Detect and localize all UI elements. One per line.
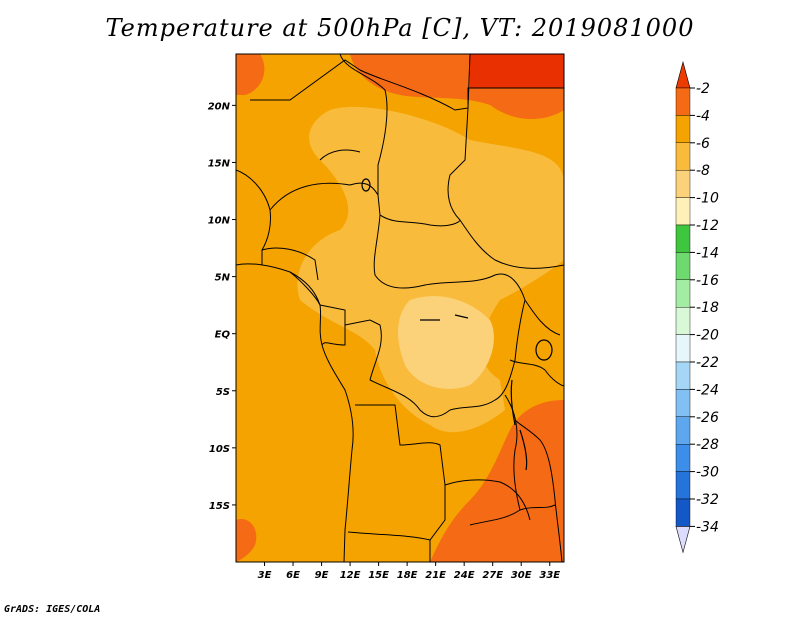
colorbar-label: -16 <box>696 273 719 289</box>
colorbar-segment <box>675 169 691 198</box>
lon-label: 27E <box>482 570 503 581</box>
colorbar-label: -14 <box>696 245 719 261</box>
colorbar-label: -18 <box>696 300 719 316</box>
colorbar-segment <box>675 498 691 527</box>
longitude-axis: 3E 6E 9E 12E 15E 18E 21E 24E 27E 30E 33E <box>258 562 560 581</box>
grads-credit: GrADS: IGES/COLA <box>4 604 101 615</box>
warmest-region-northeast <box>470 54 564 88</box>
colorbar-segment <box>675 279 691 308</box>
colorbar-segment <box>675 361 691 390</box>
cool-patch-sahara <box>377 145 441 200</box>
colorbar-segment <box>675 224 691 253</box>
lon-label: 12E <box>340 570 361 581</box>
colorbar-label: -10 <box>696 191 719 207</box>
colorbar-label: -4 <box>696 108 710 124</box>
lat-label: 10N <box>208 216 231 227</box>
lon-label: 33E <box>539 570 560 581</box>
colorbar-label: -12 <box>696 218 719 234</box>
colorbar-label: -2 <box>696 81 710 97</box>
temperature-field <box>236 54 564 562</box>
colorbar-label: -34 <box>696 519 719 535</box>
coastlines-and-borders <box>236 54 564 562</box>
lon-label: 30E <box>511 570 532 581</box>
colorbar-segment <box>675 389 691 417</box>
lon-label: 9E <box>315 570 329 581</box>
colorbar-segment <box>675 471 691 500</box>
coolest-region-basin <box>398 296 494 389</box>
colorbar-segment <box>675 142 691 171</box>
colorbar-label: -26 <box>696 410 719 426</box>
colorbar-segment <box>675 87 691 116</box>
colorbar-segment <box>675 115 691 144</box>
colorbar-label: -24 <box>696 382 719 398</box>
colorbar-label: -20 <box>696 328 719 344</box>
colorbar-label: -6 <box>696 136 710 152</box>
lat-label: EQ <box>215 330 231 341</box>
latitude-axis: 20N 15N 10N 5N EQ 5S 10S 15S <box>208 101 236 512</box>
lon-label: 24E <box>454 570 475 581</box>
lat-label: 20N <box>208 101 231 112</box>
lon-label: 18E <box>397 570 418 581</box>
colorbar-segment <box>675 444 691 472</box>
colorbar-label: -22 <box>696 355 719 371</box>
lat-label: 5S <box>216 387 230 398</box>
lat-label: 5N <box>215 273 231 284</box>
colorbar-segment <box>675 307 691 335</box>
warm-patch-southwest <box>236 519 257 562</box>
lon-label: 15E <box>368 570 389 581</box>
colorbar-label: -30 <box>696 465 719 481</box>
lat-label: 10S <box>209 444 230 455</box>
colorbar-segment <box>675 334 691 363</box>
cool-region-sahel <box>297 106 564 433</box>
lon-label: 3E <box>258 570 272 581</box>
warm-patch-west <box>236 54 265 95</box>
colorbar-top-arrow <box>675 60 691 89</box>
colorbar-label: -8 <box>696 163 710 179</box>
lon-label: 21E <box>425 570 446 581</box>
lat-label: 15S <box>209 501 230 512</box>
colorbar-segment <box>675 416 691 445</box>
colorbar-label: -32 <box>696 492 719 508</box>
colorbar-segment <box>675 197 691 226</box>
colorbar-segment <box>675 252 691 280</box>
map-frame <box>235 53 565 563</box>
lat-label: 15N <box>208 158 231 169</box>
colorbar-label: -28 <box>696 437 719 453</box>
map-title: Temperature at 500hPa [C], VT: 201908100… <box>105 14 695 42</box>
colorbar: -2 -4 -6 -8 -10 -12 -14 -16 -18 -20 -22 -24 -26 -28 -3… <box>675 60 719 554</box>
lakes <box>361 178 553 471</box>
lon-label: 6E <box>286 570 300 581</box>
colorbar-bottom-arrow <box>675 526 691 554</box>
